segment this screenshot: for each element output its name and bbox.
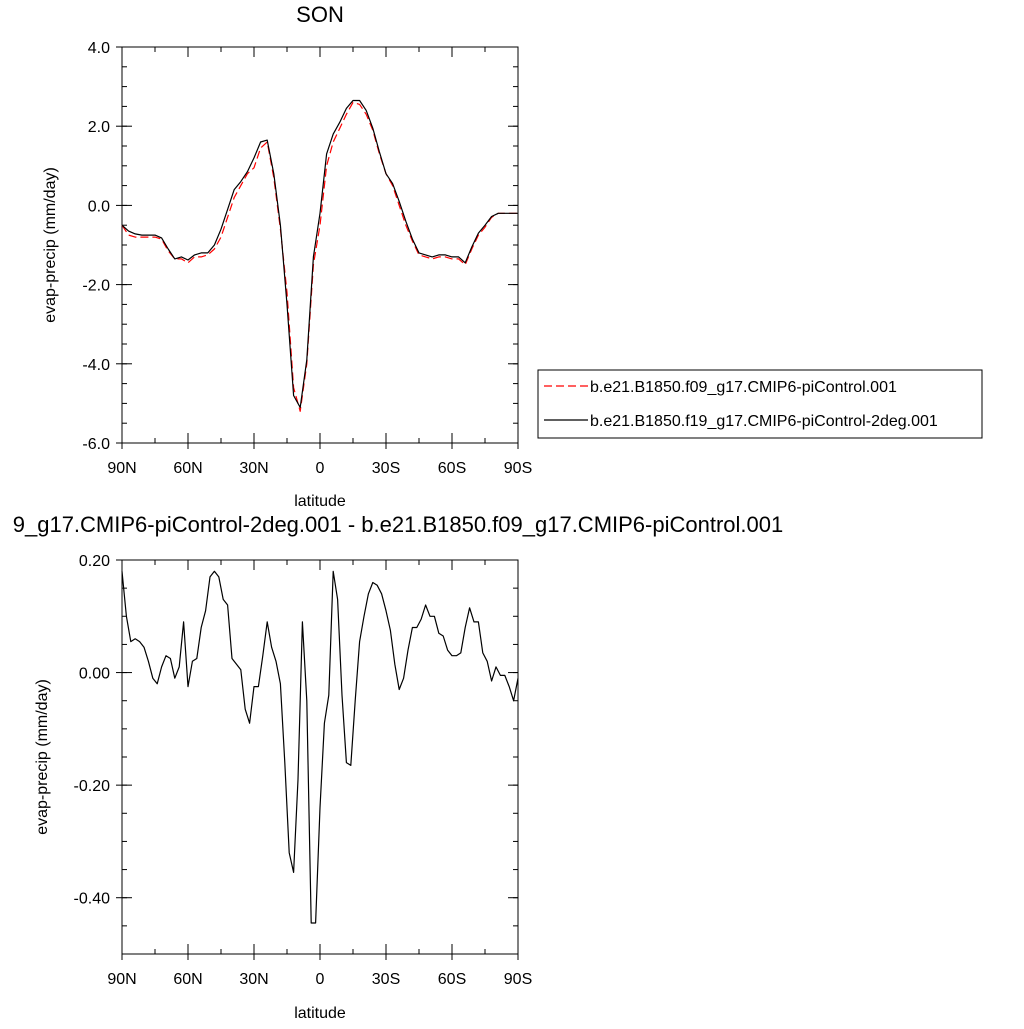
top-y-tick-label: -6.0 <box>82 436 110 453</box>
top-x-tick-label: 30N <box>239 460 268 477</box>
bottom-y-axis-label: evap-precip (mm/day) <box>34 679 51 835</box>
bottom-y-tick-label: -0.20 <box>74 778 111 795</box>
top-y-tick-label: -4.0 <box>82 357 110 374</box>
bottom-y-tick-label: 0.00 <box>79 666 110 683</box>
top-series-line-1 <box>121 99 518 408</box>
top-panel: SON 90N 60N 30N 0 30S 60S 90S -6.0 -4.0 -2.0 0.0 2… <box>42 2 983 510</box>
top-series-line-0 <box>121 101 518 412</box>
bottom-x-tick-label: 60N <box>173 971 202 988</box>
bottom-x-tick-label: 0 <box>316 971 325 988</box>
bottom-x-tick-label: 90S <box>504 971 532 988</box>
legend-label-f19: b.e21.B1850.f19_g17.CMIP6-piControl-2deg… <box>590 413 938 430</box>
bottom-axis-ticks <box>116 559 519 960</box>
bottom-x-tick-labels: 90N 60N 30N 0 30S 60S 90S <box>107 971 532 988</box>
top-x-tick-label: 0 <box>316 460 325 477</box>
bottom-plot-frame <box>121 559 519 955</box>
bottom-y-tick-labels: -0.40 -0.20 0.00 0.20 <box>74 553 111 908</box>
bottom-panel: 9_g17.CMIP6-piControl-2deg.001 - b.e21.B… <box>13 512 783 1022</box>
legend: b.e21.B1850.f09_g17.CMIP6-piControl.001 … <box>537 369 983 439</box>
top-x-tick-label: 90S <box>504 460 532 477</box>
bottom-y-tick-label: 0.20 <box>79 553 110 570</box>
top-x-tick-label: 60S <box>438 460 466 477</box>
top-y-tick-label: 2.0 <box>88 119 110 136</box>
top-x-tick-labels: 90N 60N 30N 0 30S 60S 90S <box>107 460 532 477</box>
bottom-x-tick-label: 60S <box>438 971 466 988</box>
bottom-x-axis-label: latitude <box>294 1005 346 1022</box>
top-y-tick-label: -2.0 <box>82 278 110 295</box>
top-x-axis-label: latitude <box>294 493 346 510</box>
top-x-tick-label: 60N <box>173 460 202 477</box>
top-y-tick-label: 4.0 <box>88 40 110 57</box>
top-y-tick-label: 0.0 <box>88 198 110 215</box>
top-x-tick-label: 90N <box>107 460 136 477</box>
top-plot-frame <box>121 46 519 444</box>
bottom-series-line-0 <box>121 570 519 924</box>
top-x-tick-label: 30S <box>372 460 400 477</box>
top-panel-title: SON <box>296 2 344 27</box>
bottom-y-tick-label: -0.40 <box>74 891 111 908</box>
top-y-tick-labels: -6.0 -4.0 -2.0 0.0 2.0 4.0 <box>82 40 110 453</box>
bottom-x-tick-label: 90N <box>107 971 136 988</box>
top-axis-ticks <box>116 46 519 449</box>
bottom-series-lines <box>121 570 519 924</box>
bottom-x-tick-label: 30S <box>372 971 400 988</box>
top-series-lines <box>121 99 518 412</box>
bottom-panel-title: 9_g17.CMIP6-piControl-2deg.001 - b.e21.B… <box>13 512 783 537</box>
legend-label-f09: b.e21.B1850.f09_g17.CMIP6-piControl.001 <box>590 379 897 396</box>
top-y-axis-label: evap-precip (mm/day) <box>42 167 59 323</box>
legend-box <box>537 369 983 439</box>
bottom-x-tick-label: 30N <box>239 971 268 988</box>
